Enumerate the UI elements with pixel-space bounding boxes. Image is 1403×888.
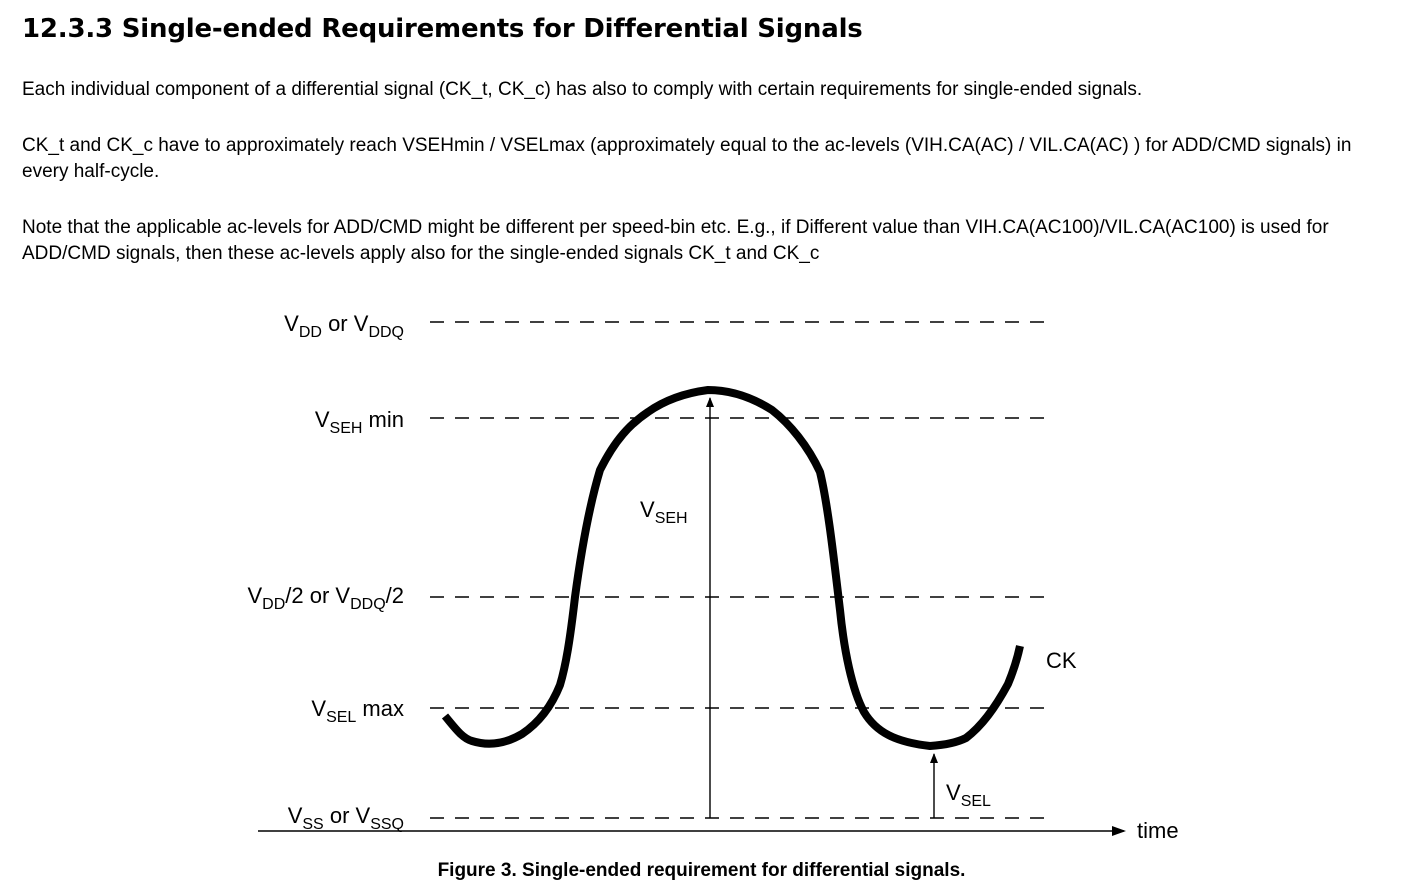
label-vdd-half: VDD/2 or VDDQ/2: [247, 583, 404, 613]
time-axis-arrow: [1112, 826, 1126, 836]
label-time: time: [1137, 818, 1179, 843]
label-vseh-min: VSEH min: [315, 407, 404, 437]
label-ck: CK: [1046, 648, 1077, 673]
label-vdd-or-vddq: VDD or VDDQ: [284, 311, 404, 341]
paragraph-1: Each individual component of a different…: [22, 79, 1143, 100]
figure-caption: Figure 3. Single-ended requirement for d…: [437, 860, 966, 881]
ck-waveform: [441, 386, 1024, 750]
paragraph-2: CK_t and CK_c have to approximately reac…: [22, 135, 1352, 182]
label-vseh: VSEH: [640, 497, 688, 527]
label-vsel-max: VSEL max: [311, 696, 404, 726]
section-title: 12.3.3 Single-ended Requirements for Dif…: [22, 14, 863, 44]
label-vsel: VSEL: [946, 780, 991, 810]
paragraph-3: Note that the applicable ac-levels for A…: [22, 217, 1329, 264]
label-vss-or-vssq: VSS or VSSQ: [288, 803, 404, 833]
